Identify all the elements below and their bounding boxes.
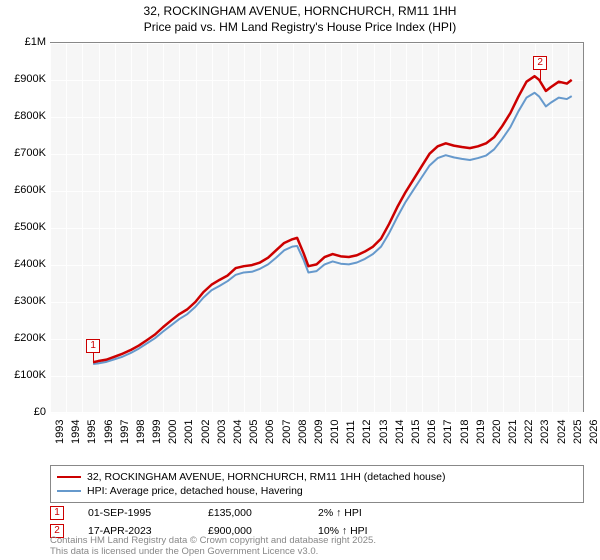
- legend-row: 32, ROCKINGHAM AVENUE, HORNCHURCH, RM11 …: [57, 470, 577, 484]
- y-axis-label: £300K: [2, 295, 46, 307]
- x-axis-label: 1997: [119, 424, 131, 444]
- series-hpi: [93, 93, 572, 364]
- sale-marker-tick: [93, 353, 94, 363]
- plot-area: 12: [50, 42, 584, 412]
- chart-container: 32, ROCKINGHAM AVENUE, HORNCHURCH, RM11 …: [0, 0, 600, 560]
- sale-marker-icon: 1: [50, 506, 64, 520]
- series-lines: [50, 43, 583, 412]
- x-axis-label: 2000: [167, 424, 179, 444]
- y-axis-label: £0: [2, 406, 46, 418]
- y-axis-label: £200K: [2, 332, 46, 344]
- legend-row: HPI: Average price, detached house, Have…: [57, 484, 577, 498]
- chart-title: 32, ROCKINGHAM AVENUE, HORNCHURCH, RM11 …: [0, 0, 600, 35]
- sale-price: £135,000: [208, 507, 318, 519]
- gridline-h: [50, 413, 583, 414]
- legend-swatch-2: [57, 490, 81, 492]
- x-axis-label: 1999: [151, 424, 163, 444]
- sale-marker-1: 1: [86, 339, 100, 353]
- x-axis-label: 1996: [103, 424, 115, 444]
- x-axis-label: 1994: [70, 424, 82, 444]
- legend-label-2: HPI: Average price, detached house, Have…: [87, 485, 303, 497]
- x-axis-label: 2001: [183, 424, 195, 444]
- sale-marker-2: 2: [533, 56, 547, 70]
- y-axis-label: £700K: [2, 147, 46, 159]
- x-axis-label: 2012: [361, 424, 373, 444]
- sale-row: 1 01-SEP-1995£135,0002% ↑ HPI: [50, 504, 418, 522]
- y-axis-label: £500K: [2, 221, 46, 233]
- x-axis-label: 2006: [264, 424, 276, 444]
- x-axis-label: 2007: [281, 424, 293, 444]
- x-axis-label: 2013: [378, 424, 390, 444]
- footer-attribution: Contains HM Land Registry data © Crown c…: [50, 536, 376, 558]
- x-axis-label: 2010: [329, 424, 341, 444]
- legend-swatch-1: [57, 476, 81, 479]
- sale-marker-tick: [540, 70, 541, 80]
- x-axis-label: 2017: [442, 424, 454, 444]
- legend: 32, ROCKINGHAM AVENUE, HORNCHURCH, RM11 …: [50, 465, 584, 503]
- x-axis-label: 2026: [588, 424, 600, 444]
- x-axis-label: 2025: [572, 424, 584, 444]
- y-axis-label: £900K: [2, 73, 46, 85]
- title-line-2: Price paid vs. HM Land Registry's House …: [0, 20, 600, 36]
- x-axis-label: 2018: [459, 424, 471, 444]
- sale-date: 01-SEP-1995: [88, 507, 208, 519]
- y-axis-label: £400K: [2, 258, 46, 270]
- footer-line-1: Contains HM Land Registry data © Crown c…: [50, 535, 376, 546]
- x-axis-label: 2009: [313, 424, 325, 444]
- sale-pct: 2% ↑ HPI: [318, 507, 418, 519]
- x-axis-label: 2002: [200, 424, 212, 444]
- x-axis-label: 2021: [507, 424, 519, 444]
- legend-label-1: 32, ROCKINGHAM AVENUE, HORNCHURCH, RM11 …: [87, 471, 445, 483]
- x-axis-label: 2022: [523, 424, 535, 444]
- x-axis-label: 1995: [86, 424, 98, 444]
- x-axis-label: 2004: [232, 424, 244, 444]
- x-axis-label: 2019: [475, 424, 487, 444]
- x-axis-label: 2014: [394, 424, 406, 444]
- x-axis-label: 2020: [491, 424, 503, 444]
- x-axis-label: 2008: [297, 424, 309, 444]
- y-axis-label: £800K: [2, 110, 46, 122]
- series-price_paid: [93, 76, 572, 362]
- x-axis-label: 2016: [426, 424, 438, 444]
- y-axis-label: £1M: [2, 36, 46, 48]
- x-axis-label: 2024: [556, 424, 568, 444]
- x-axis-label: 1998: [135, 424, 147, 444]
- x-axis-label: 1993: [54, 424, 66, 444]
- x-axis-label: 2005: [248, 424, 260, 444]
- x-axis-label: 2015: [410, 424, 422, 444]
- gridline-v: [584, 43, 585, 412]
- x-axis-label: 2003: [216, 424, 228, 444]
- x-axis-label: 2023: [539, 424, 551, 444]
- y-axis-label: £100K: [2, 369, 46, 381]
- title-line-1: 32, ROCKINGHAM AVENUE, HORNCHURCH, RM11 …: [0, 4, 600, 20]
- x-axis-label: 2011: [345, 424, 357, 444]
- footer-line-2: This data is licensed under the Open Gov…: [50, 546, 318, 557]
- y-axis-label: £600K: [2, 184, 46, 196]
